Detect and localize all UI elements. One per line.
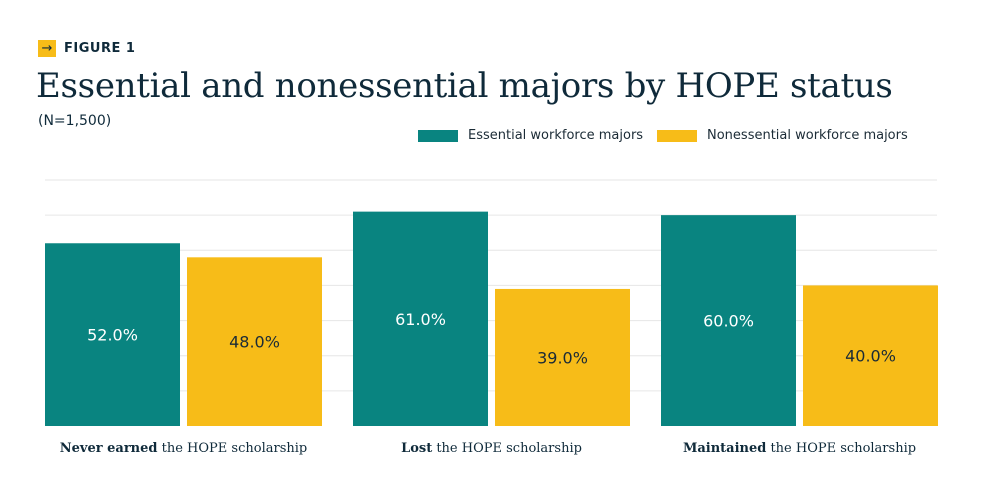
bar bbox=[187, 257, 322, 426]
legend-label-essential: Essential workforce majors bbox=[468, 128, 644, 143]
bar-value-label: 52.0% bbox=[87, 326, 138, 345]
figure-label: FIGURE 1 bbox=[64, 41, 136, 56]
category-label-bold: Never earned bbox=[60, 441, 158, 456]
category-label-bold: Maintained bbox=[683, 441, 766, 456]
bar bbox=[495, 288, 630, 426]
bar-value-label: 40.0% bbox=[845, 347, 896, 366]
arrow-right-icon: → bbox=[38, 40, 56, 57]
figure-tag: → FIGURE 1 bbox=[38, 40, 135, 57]
bar bbox=[45, 243, 180, 426]
legend-swatch-nonessential bbox=[657, 129, 697, 142]
chart-subtitle: (N=1,500) bbox=[38, 113, 112, 129]
bar-value-label: 60.0% bbox=[703, 312, 754, 331]
bar-value-label: 48.0% bbox=[229, 333, 280, 352]
legend-item-nonessential: Nonessential workforce majors bbox=[657, 128, 908, 143]
category-label: Never earned the HOPE scholarship bbox=[60, 441, 307, 456]
bar-value-label: 39.0% bbox=[537, 348, 588, 367]
category-label: Maintained the HOPE scholarship bbox=[683, 441, 916, 456]
category-label: Lost the HOPE scholarship bbox=[401, 441, 582, 456]
category-label-rest: the HOPE scholarship bbox=[158, 441, 308, 456]
category-label-rest: the HOPE scholarship bbox=[432, 441, 582, 456]
legend-swatch-essential bbox=[418, 129, 458, 142]
bar bbox=[353, 211, 488, 426]
bar bbox=[661, 215, 796, 426]
category-label-rest: the HOPE scholarship bbox=[766, 441, 916, 456]
category-label-bold: Lost bbox=[401, 441, 432, 456]
legend-item-essential: Essential workforce majors bbox=[418, 128, 643, 143]
chart-title: Essential and nonessential majors by HOP… bbox=[36, 66, 893, 106]
legend-label-nonessential: Nonessential workforce majors bbox=[707, 128, 908, 143]
bar-value-label: 61.0% bbox=[395, 310, 446, 329]
bar bbox=[803, 285, 938, 426]
